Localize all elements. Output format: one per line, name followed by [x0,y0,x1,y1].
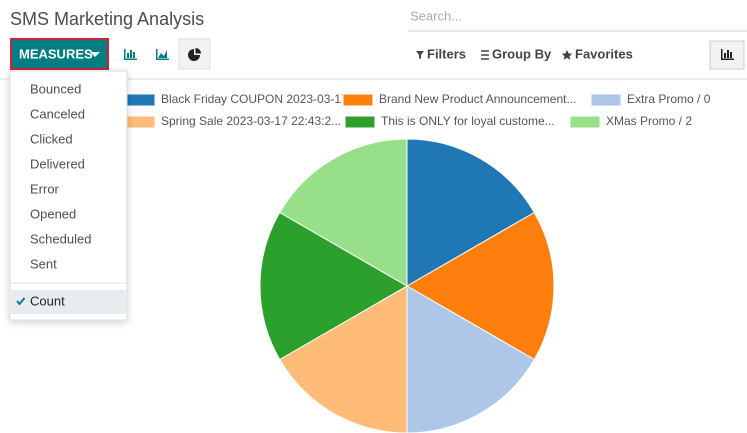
graph-view-icon [721,49,734,60]
caret [90,52,100,57]
menu-item[interactable]: Sent [30,256,57,271]
search-input[interactable]: Search... [410,8,462,23]
menu-item[interactable]: Scheduled [30,231,91,246]
pie-icon [188,48,201,61]
pie-slice [259,211,409,361]
pie-slice [406,138,535,287]
measures-dropdown: Bounced Canceled Clicked Delivered Error Open… [9,70,128,321]
legend-label: Brand New Product Announcement... [379,92,576,106]
group-by-button[interactable]: Group By [492,46,552,61]
line-chart-button[interactable] [156,49,169,60]
filters-button[interactable]: Filters [427,46,466,61]
legend-swatch [590,93,622,107]
menu-item[interactable]: Bounced [30,81,81,96]
check-icon [16,297,26,306]
legend-label: Extra Promo / 0 [627,92,711,106]
menu-item[interactable]: Error [30,181,60,196]
measures-button[interactable] [10,38,109,70]
star-icon [561,50,573,60]
favorites-button[interactable]: Favorites [575,46,633,61]
pie-chart-button[interactable] [178,38,211,70]
pie-slice [405,211,555,361]
legend-label: Spring Sale 2023-03-17 22:43:2... [161,114,341,128]
menu-item[interactable]: Canceled [30,106,85,121]
chart: Black Friday COUPON 2023-03-17... Brand N… [124,92,711,433]
menu-item[interactable]: Delivered [30,156,85,171]
pie-slice [279,138,408,287]
pie-slice [406,285,535,433]
filter-icon [416,51,424,59]
page-title: SMS Marketing Analysis [10,9,204,29]
legend-swatch [569,115,601,129]
legend-swatch [342,93,374,107]
legend-label: Black Friday COUPON 2023-03-17... [161,92,358,106]
selected-item-bg [11,290,126,314]
menu-item[interactable]: Opened [30,206,76,221]
legend-swatch [344,115,376,129]
legend-swatch [124,93,156,107]
menu-item[interactable]: Clicked [30,131,73,146]
legend-label: XMas Promo / 2 [606,114,692,128]
legend-label: This is ONLY for loyal custome... [381,114,555,128]
dropdown-panel [9,70,128,321]
legend-swatch [124,115,156,129]
pie-slice [279,285,408,433]
bar-chart-button[interactable] [124,49,137,60]
menu-item-selected[interactable]: Count [30,293,65,308]
group-icon [481,50,489,60]
measures-label: MEASURES [19,46,93,61]
